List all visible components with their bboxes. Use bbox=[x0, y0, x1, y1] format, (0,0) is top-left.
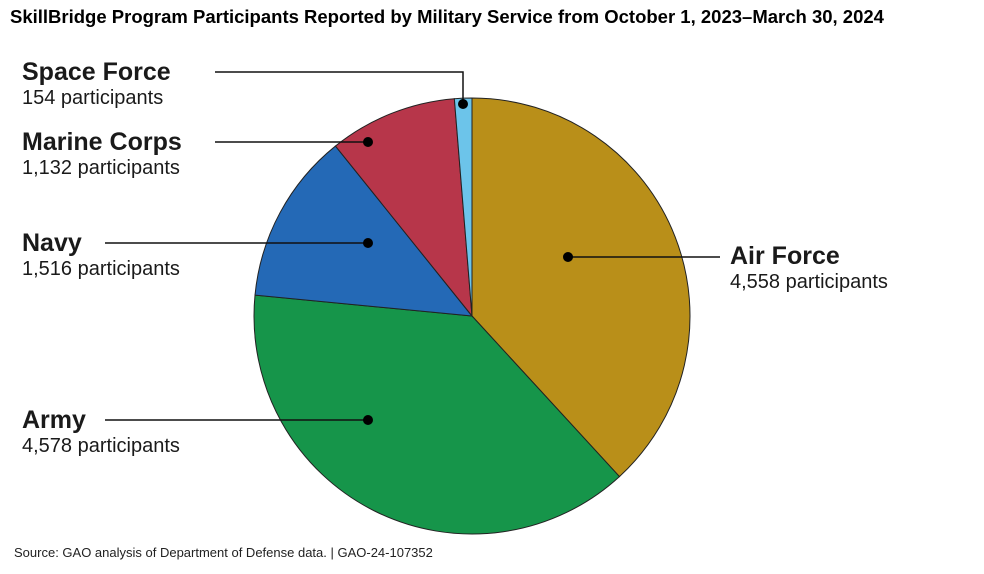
label-space-force: Space Force 154 participants bbox=[22, 58, 171, 109]
slice-army bbox=[253, 294, 621, 535]
slice-value: 4,578 participants bbox=[22, 435, 180, 457]
label-air-force: Air Force 4,558 participants bbox=[730, 242, 888, 293]
label-army: Army 4,578 participants bbox=[22, 406, 180, 457]
leader-dot-army bbox=[363, 415, 373, 425]
leader-line-space-force bbox=[215, 71, 464, 104]
source-note: Source: GAO analysis of Department of De… bbox=[14, 545, 433, 560]
slice-name: Space Force bbox=[22, 58, 171, 86]
slice-navy bbox=[254, 145, 474, 317]
leader-dot-air-force bbox=[563, 252, 573, 262]
label-marine-corps: Marine Corps 1,132 participants bbox=[22, 128, 182, 179]
slice-name: Marine Corps bbox=[22, 128, 182, 156]
slice-name: Navy bbox=[22, 229, 82, 257]
slice-air-force bbox=[471, 97, 691, 478]
slice-value: 154 participants bbox=[22, 87, 164, 109]
label-navy: Navy 1,516 participants bbox=[22, 229, 180, 280]
slice-name: Army bbox=[22, 406, 86, 434]
leader-dot-marine-corps bbox=[363, 137, 373, 147]
slice-value: 4,558 participants bbox=[730, 271, 888, 293]
leader-dot-navy bbox=[363, 238, 373, 248]
leader-dot-space-force bbox=[458, 99, 468, 109]
slice-value: 1,132 participants bbox=[22, 157, 180, 179]
chart-title: SkillBridge Program Participants Reporte… bbox=[10, 6, 884, 27]
slice-name: Air Force bbox=[730, 242, 840, 270]
slice-value: 1,516 participants bbox=[22, 258, 180, 280]
